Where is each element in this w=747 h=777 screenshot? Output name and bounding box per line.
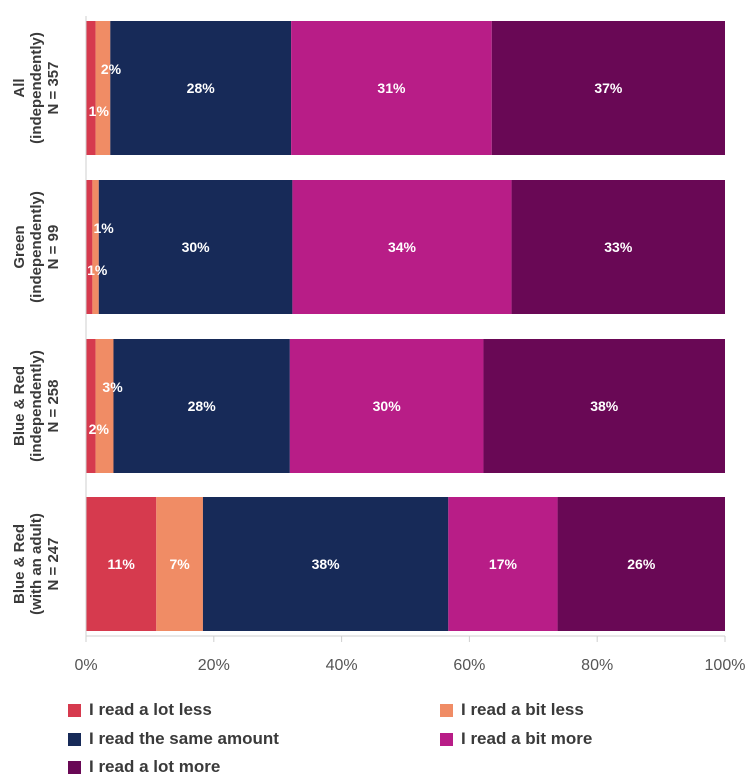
legend-label: I read a bit less — [461, 700, 584, 719]
category-label-line: N = 247 — [45, 538, 62, 591]
bar-segment — [156, 497, 203, 631]
bar-segment — [86, 339, 96, 473]
bar-segment — [202, 497, 449, 631]
bar-segment — [491, 21, 725, 155]
legend-item: I read the same amount — [68, 729, 279, 749]
category-label-line: (independently) — [28, 191, 45, 303]
data-label: 2% — [101, 61, 122, 77]
legend-label: I read a lot more — [89, 757, 221, 776]
bar-segment — [113, 339, 290, 473]
category-label-line: Blue & Red — [11, 366, 28, 446]
data-label: 17% — [489, 556, 518, 572]
data-label: 11% — [108, 556, 136, 572]
x-tick-label: 100% — [705, 657, 746, 674]
legend-item: I read a lot more — [68, 757, 220, 777]
category-label-line: (independently) — [28, 32, 45, 144]
bar-segment — [110, 21, 292, 155]
category-label-line: (with an adult) — [28, 513, 45, 615]
legend-label: I read a bit more — [461, 729, 593, 748]
category-label: All (independently) N = 357 — [11, 32, 62, 144]
bar-segment — [292, 180, 512, 314]
data-label: 1% — [89, 103, 110, 119]
data-label: 34% — [388, 239, 417, 255]
bar-segment — [95, 21, 111, 155]
category-label-line: All — [11, 78, 28, 97]
bars-group: 1% 2% 28% 31% 37% 1% 1% 30% 34% 33% 2% 3% 28% 30% 38% 1… — [86, 21, 725, 631]
category-label: Green (independently) N = 99 — [11, 191, 62, 303]
data-label: 38% — [312, 556, 341, 572]
legend-label: I read a lot less — [89, 700, 212, 719]
bar-segment — [483, 339, 725, 473]
x-tick-label: 80% — [581, 657, 613, 674]
data-label: 7% — [169, 556, 190, 572]
category-label-line: Blue & Red — [11, 524, 28, 604]
bar-segment — [86, 180, 93, 314]
data-label: 30% — [182, 239, 211, 255]
data-label: 38% — [590, 398, 619, 414]
category-label-line: (independently) — [28, 350, 45, 462]
legend-swatch — [68, 760, 81, 774]
data-label: 26% — [627, 556, 656, 572]
data-label: 28% — [188, 398, 217, 414]
data-label: 33% — [604, 239, 633, 255]
data-label: 2% — [89, 421, 110, 437]
bar-segment — [92, 180, 99, 314]
bar-segment — [98, 180, 293, 314]
category-label: Blue & Red (independently) N = 258 — [11, 350, 62, 462]
category-label-line: Green — [11, 225, 28, 268]
legend-swatch — [440, 732, 453, 746]
bar-segment — [86, 21, 96, 155]
bar-segment — [291, 21, 492, 155]
bar-segment — [289, 339, 484, 473]
bar-segment — [95, 339, 114, 473]
bar-segment — [557, 497, 725, 631]
x-tick-label: 40% — [326, 657, 358, 674]
data-label: 31% — [377, 80, 406, 96]
legend-item: I read a bit more — [440, 729, 592, 749]
data-label: 28% — [187, 80, 216, 96]
x-tick-label: 60% — [453, 657, 485, 674]
legend-item: I read a lot less — [68, 700, 212, 720]
category-label: Blue & Red (with an adult) N = 247 — [11, 513, 62, 615]
bar-segment — [86, 497, 157, 631]
legend-label: I read the same amount — [89, 729, 279, 748]
category-label-line: N = 99 — [45, 225, 62, 270]
x-axis: 0% 20% 40% 60% 80% 100% — [74, 16, 745, 674]
bar-segment — [511, 180, 725, 314]
x-tick-label: 20% — [198, 657, 230, 674]
x-tick-label: 0% — [74, 657, 97, 674]
bar-segment — [448, 497, 558, 631]
data-label: 3% — [102, 379, 123, 395]
data-label: 37% — [594, 80, 623, 96]
legend-swatch — [68, 703, 81, 717]
category-label-line: N = 357 — [45, 62, 62, 115]
legend-swatch — [68, 732, 81, 746]
category-label-line: N = 258 — [45, 380, 62, 433]
data-label: 1% — [87, 262, 108, 278]
legend-swatch — [440, 703, 453, 717]
data-label: 30% — [373, 398, 402, 414]
legend-item: I read a bit less — [440, 700, 584, 720]
data-label: 1% — [93, 220, 114, 236]
